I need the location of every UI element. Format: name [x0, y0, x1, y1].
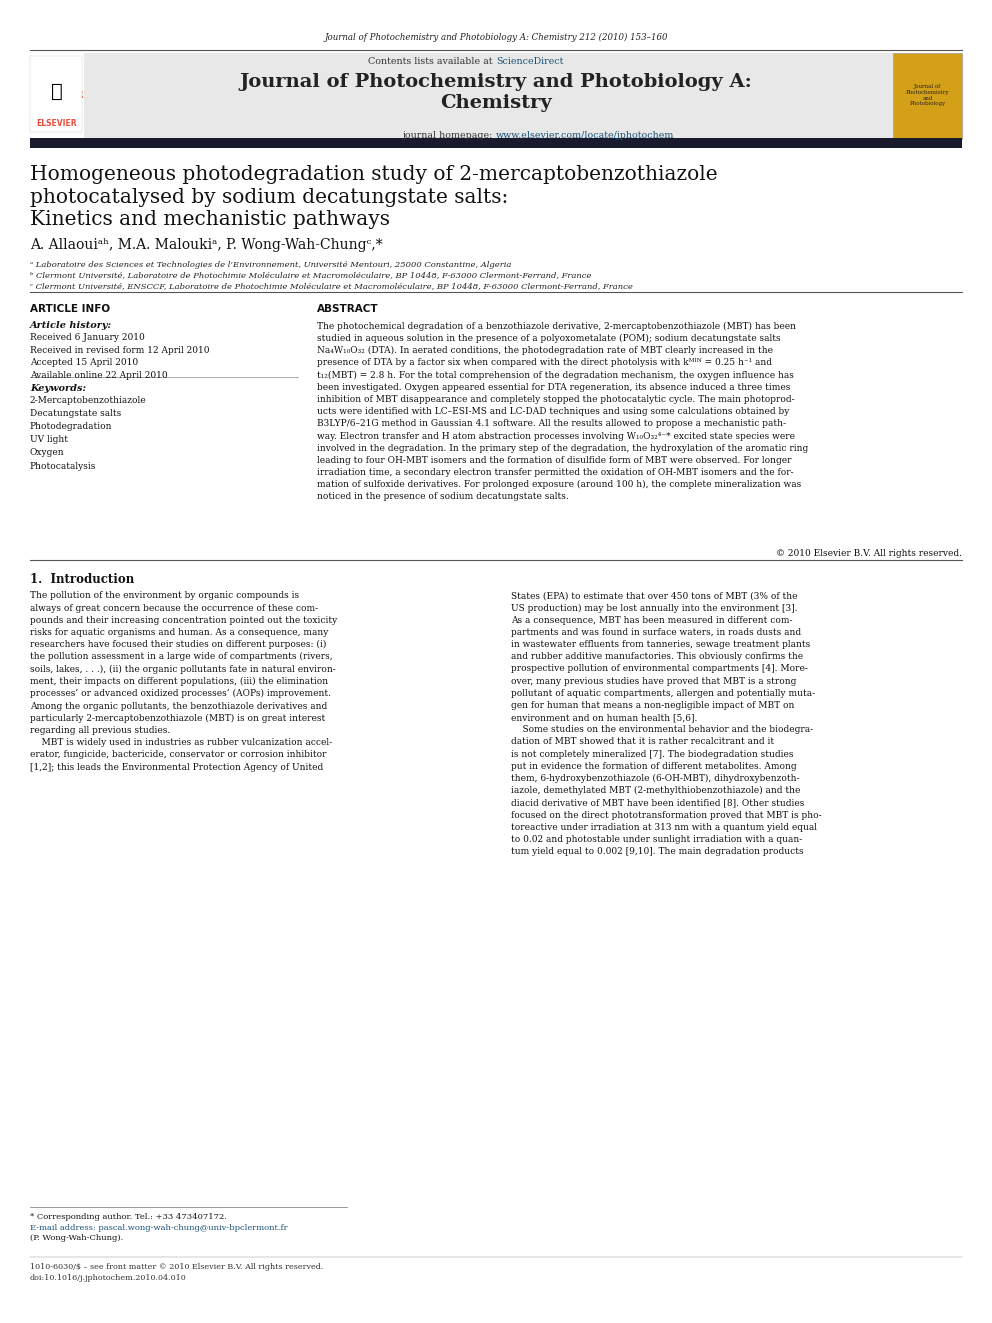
Text: Received 6 January 2010
Received in revised form 12 April 2010
Accepted 15 April: Received 6 January 2010 Received in revi… [30, 333, 209, 380]
Text: ELSEVIER: ELSEVIER [37, 119, 76, 128]
Text: ARTICLE INFO: ARTICLE INFO [30, 304, 110, 315]
Text: ABSTRACT: ABSTRACT [317, 304, 379, 315]
Text: States (EPA) to estimate that over 450 tons of MBT (3% of the
US production) may: States (EPA) to estimate that over 450 t… [511, 591, 821, 856]
Bar [893, 53, 962, 139]
Bar [30, 138, 962, 148]
Text: Journal of
Photochemistry
and
Photobiology: Journal of Photochemistry and Photobiolo… [906, 85, 949, 106]
Text: Keywords:: Keywords: [30, 384, 86, 393]
Text: * Corresponding author. Tel.: +33 473407172.: * Corresponding author. Tel.: +33 473407… [30, 1213, 226, 1221]
Bar [30, 53, 84, 139]
Text: doi:10.1016/j.jphotochem.2010.04.010: doi:10.1016/j.jphotochem.2010.04.010 [30, 1274, 186, 1282]
Text: journal homepage:: journal homepage: [403, 131, 496, 140]
Text: The pollution of the environment by organic compounds is
always of great concern: The pollution of the environment by orga… [30, 591, 337, 771]
Text: The photochemical degradation of a benzothiazole derivative, 2-mercaptobenzothia: The photochemical degradation of a benzo… [317, 321, 808, 501]
Bar [84, 53, 893, 139]
Text: Contents lists available at: Contents lists available at [368, 57, 496, 66]
Text: A. Allaouiᵃʰ, M.A. Maloukiᵃ, P. Wong-Wah-Chungᶜ,*: A. Allaouiᵃʰ, M.A. Maloukiᵃ, P. Wong-Wah… [30, 238, 382, 253]
Text: 1010-6030/$ – see front matter © 2010 Elsevier B.V. All rights reserved.: 1010-6030/$ – see front matter © 2010 El… [30, 1263, 323, 1271]
Text: ᵃ Laboratoire des Sciences et Technologies de l’Environnement, Université Mentou: ᵃ Laboratoire des Sciences et Technologi… [30, 261, 511, 269]
Text: 🌳: 🌳 [51, 82, 62, 101]
Text: 1.  Introduction: 1. Introduction [30, 573, 134, 586]
Text: ᵇ Clermont Université, Laboratoire de Photochimie Moléculaire et Macromoléculair: ᵇ Clermont Université, Laboratoire de Ph… [30, 271, 591, 279]
Text: 2-Mercaptobenzothiazole
Decatungstate salts
Photodegradation
UV light
Oxygen
Pho: 2-Mercaptobenzothiazole Decatungstate sa… [30, 396, 147, 471]
Text: photocatalysed by sodium decatungstate salts:: photocatalysed by sodium decatungstate s… [30, 188, 508, 206]
Text: Journal of Photochemistry and Photobiology A:
Chemistry: Journal of Photochemistry and Photobiolo… [240, 73, 752, 111]
Text: Journal of Photochemistry and Photobiology A: Chemistry 212 (2010) 153–160: Journal of Photochemistry and Photobiolo… [324, 33, 668, 42]
Text: © 2010 Elsevier B.V. All rights reserved.: © 2010 Elsevier B.V. All rights reserved… [776, 549, 962, 558]
Text: Article history:: Article history: [30, 321, 112, 331]
Text: E-mail address: pascal.wong-wah-chung@univ-bpclermont.fr: E-mail address: pascal.wong-wah-chung@un… [30, 1224, 288, 1232]
Text: ELSEVIER: ELSEVIER [32, 90, 83, 101]
Text: Homogeneous photodegradation study of 2-mercaptobenzothiazole: Homogeneous photodegradation study of 2-… [30, 165, 717, 184]
Text: www.elsevier.com/locate/jphotochem: www.elsevier.com/locate/jphotochem [496, 131, 675, 140]
Text: Kinetics and mechanistic pathways: Kinetics and mechanistic pathways [30, 210, 390, 229]
Text: (P. Wong-Wah-Chung).: (P. Wong-Wah-Chung). [30, 1234, 123, 1242]
Bar [30, 56, 82, 132]
Text: ᶜ Clermont Université, ENSCCF, Laboratoire de Photochimie Moléculaire et Macromo: ᶜ Clermont Université, ENSCCF, Laboratoi… [30, 282, 633, 290]
Text: ScienceDirect: ScienceDirect [496, 57, 563, 66]
